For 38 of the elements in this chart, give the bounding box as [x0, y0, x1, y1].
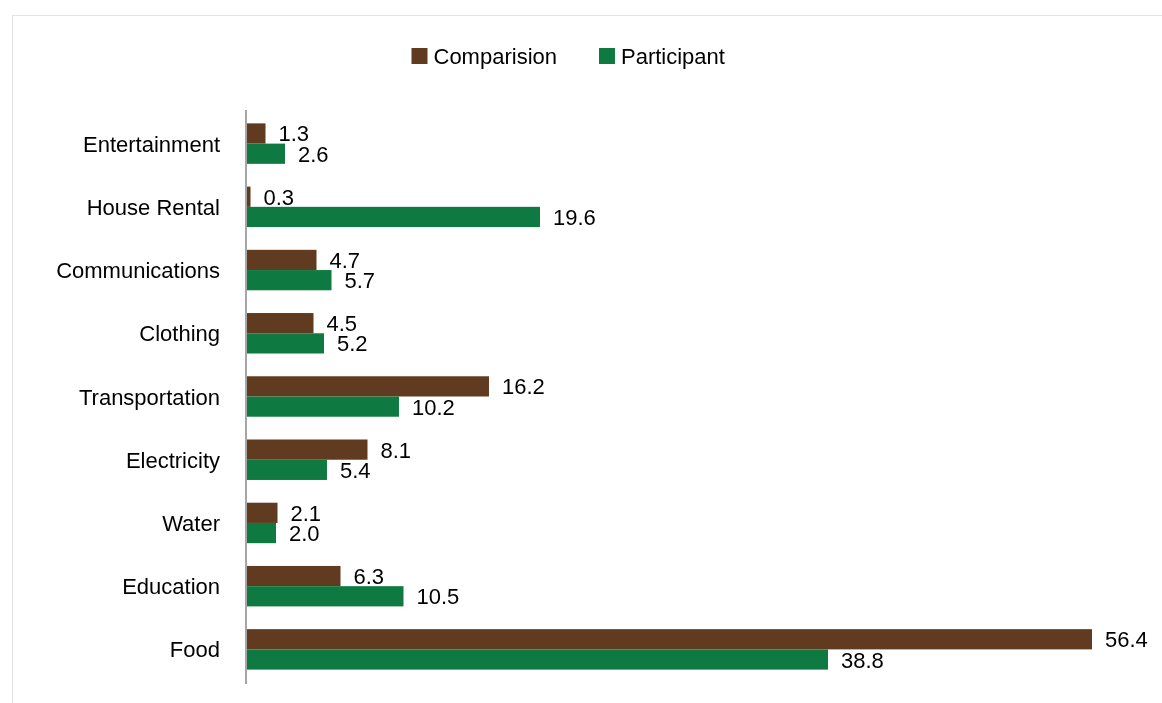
bar [246, 565, 341, 587]
y-tick-label: Entertainment [83, 131, 220, 157]
y-tick-label: Transportation [78, 384, 220, 410]
data-label: 10.5 [416, 584, 460, 610]
data-label: 5.4 [340, 457, 371, 483]
data-label: 10.2 [412, 394, 455, 420]
y-tick-label: Water [162, 510, 220, 536]
y-tick-label: Education [122, 574, 220, 600]
bar [246, 123, 266, 144]
bar [246, 439, 368, 460]
bar [246, 249, 317, 271]
bar [246, 586, 404, 607]
bar [246, 333, 324, 354]
data-label: 0.3 [263, 184, 295, 210]
bar [246, 629, 1092, 650]
bar [246, 313, 314, 334]
legend-label: Comparision [433, 44, 557, 69]
data-label: 8.1 [380, 437, 412, 463]
data-label: 19.6 [553, 204, 596, 230]
bar [246, 459, 327, 480]
legend-label: Participant [621, 44, 725, 69]
bar [246, 649, 828, 670]
bar [246, 522, 276, 544]
y-tick-label: Food [169, 637, 220, 663]
bar [246, 502, 278, 523]
y-tick-label: Clothing [139, 321, 220, 347]
bar [246, 396, 399, 417]
bar [246, 206, 540, 228]
data-label: 38.8 [841, 647, 884, 673]
data-label: 56.4 [1105, 627, 1148, 653]
data-label: 6.3 [353, 564, 385, 590]
y-tick-label: Communications [56, 258, 220, 284]
y-tick-label: Electricity [125, 447, 220, 473]
bar [246, 376, 489, 397]
bar [246, 143, 285, 164]
y-tick-label: House Rental [86, 194, 220, 220]
bar [246, 270, 332, 291]
data-label: 16.2 [502, 374, 545, 400]
